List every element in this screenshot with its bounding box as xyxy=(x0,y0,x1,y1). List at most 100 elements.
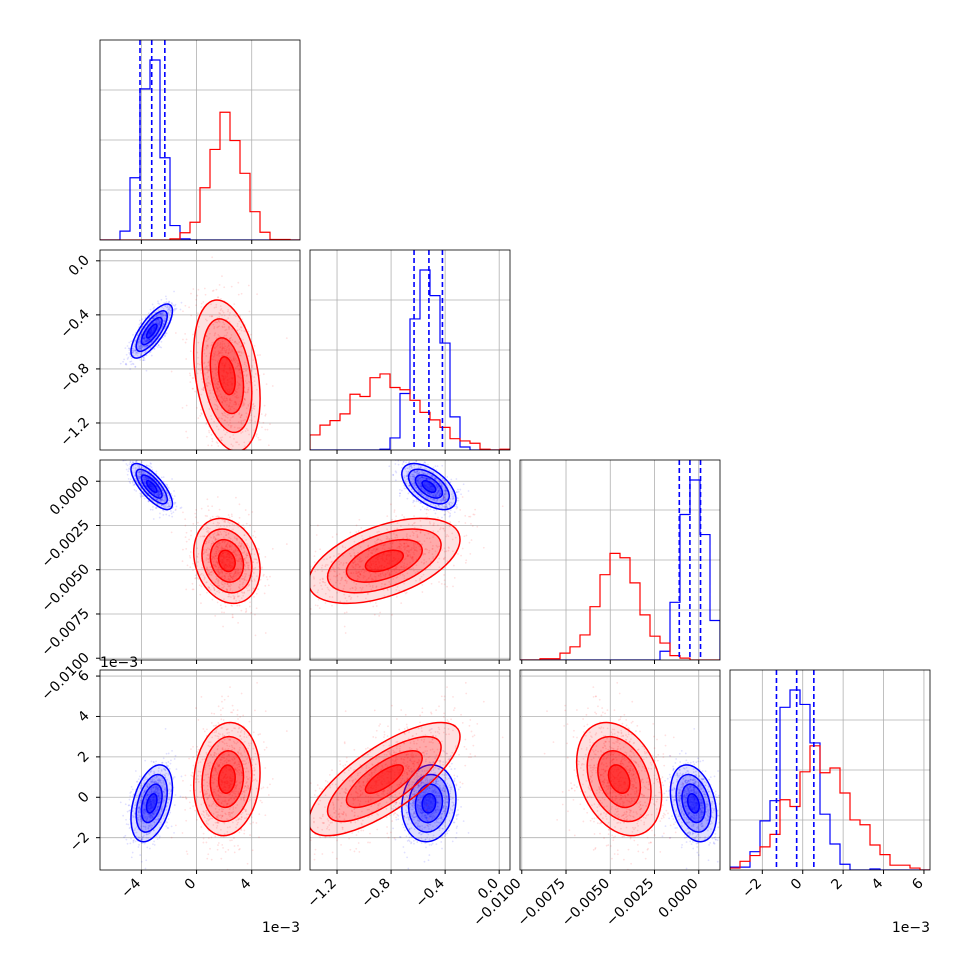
sample-point-red xyxy=(242,524,244,526)
panel-1-1 xyxy=(310,250,510,450)
sample-point-blue xyxy=(402,463,404,465)
sample-point-red xyxy=(269,423,271,425)
sample-point-blue xyxy=(125,463,127,465)
sample-point-blue xyxy=(141,318,143,320)
sample-point-blue xyxy=(131,357,133,359)
sample-point-red xyxy=(201,586,203,588)
sample-point-red xyxy=(236,605,238,607)
sample-point-red xyxy=(192,523,194,525)
sample-point-blue xyxy=(388,465,390,467)
sample-point-red xyxy=(238,294,240,296)
sample-point-blue xyxy=(407,493,409,495)
sample-point-red xyxy=(264,593,266,595)
sample-point-red xyxy=(192,563,194,565)
sample-point-red xyxy=(336,533,338,535)
sample-point-red xyxy=(253,596,255,598)
sample-point-blue xyxy=(427,464,429,466)
sample-point-red xyxy=(229,517,231,519)
sample-point-blue xyxy=(159,513,161,515)
sample-point-blue xyxy=(420,509,422,511)
sample-point-red xyxy=(255,634,257,636)
sample-point-red xyxy=(251,511,253,513)
sample-point-blue xyxy=(135,490,137,492)
sample-point-red xyxy=(217,602,219,604)
sample-point-blue xyxy=(459,489,461,491)
sample-point-red xyxy=(206,498,208,500)
sample-point-red xyxy=(201,306,203,308)
sample-point-red xyxy=(210,517,212,519)
sample-point-red xyxy=(318,599,320,601)
sample-point-red xyxy=(476,526,478,528)
sample-point-red xyxy=(286,543,288,545)
sample-point-red xyxy=(260,579,262,581)
sample-point-blue xyxy=(150,509,152,511)
panel-2-0 xyxy=(100,453,300,660)
sample-point-red xyxy=(264,405,266,407)
sample-point-blue xyxy=(456,504,458,506)
sample-point-red xyxy=(239,484,241,486)
sample-point-blue xyxy=(124,456,126,458)
sample-point-red xyxy=(241,293,243,295)
sample-point-blue xyxy=(450,509,452,511)
sample-point-red xyxy=(395,515,397,517)
sample-point-red xyxy=(200,409,202,411)
sample-point-blue xyxy=(399,489,401,491)
sample-point-blue xyxy=(450,479,452,481)
sample-point-blue xyxy=(176,506,178,508)
sample-point-red xyxy=(193,377,195,379)
sample-point-blue xyxy=(123,358,125,360)
sample-point-blue xyxy=(175,308,177,310)
sample-point-blue xyxy=(446,476,448,478)
sample-point-blue xyxy=(163,476,165,478)
sample-point-blue xyxy=(171,513,173,515)
sample-point-red xyxy=(268,444,270,446)
sample-point-red xyxy=(376,605,378,607)
sample-point-blue xyxy=(456,491,458,493)
sample-point-red xyxy=(190,293,192,295)
sample-point-red xyxy=(266,576,268,578)
sample-point-blue xyxy=(133,363,135,365)
sample-point-red xyxy=(221,275,223,277)
sample-point-red xyxy=(239,503,241,505)
sample-point-blue xyxy=(140,495,142,497)
sample-point-red xyxy=(211,434,213,436)
sample-point-red xyxy=(182,407,184,409)
sample-point-blue xyxy=(165,295,167,297)
sample-point-blue xyxy=(157,346,159,348)
sample-point-red xyxy=(263,373,265,375)
sample-point-red xyxy=(196,295,198,297)
sample-point-red xyxy=(252,535,254,537)
sample-point-blue xyxy=(180,309,182,311)
sample-point-red xyxy=(238,456,240,458)
sample-point-red xyxy=(443,497,445,499)
sample-point-blue xyxy=(165,514,167,516)
sample-point-blue xyxy=(394,463,396,465)
sample-point-blue xyxy=(151,466,153,468)
sample-point-blue xyxy=(134,489,136,491)
sample-point-red xyxy=(264,585,266,587)
sample-point-red xyxy=(206,456,208,458)
sample-point-red xyxy=(426,513,428,515)
sample-point-red xyxy=(211,445,213,447)
sample-point-red xyxy=(195,299,197,301)
sample-point-red xyxy=(190,350,192,352)
sample-point-blue xyxy=(130,478,132,480)
sample-point-red xyxy=(185,536,187,538)
sample-point-red xyxy=(187,564,189,566)
sample-point-red xyxy=(250,452,252,454)
sample-point-blue xyxy=(166,301,168,303)
sample-point-blue xyxy=(146,370,148,372)
sample-point-red xyxy=(257,588,259,590)
sample-point-red xyxy=(185,548,187,550)
sample-point-blue xyxy=(433,467,435,469)
sample-point-blue xyxy=(144,498,146,500)
sample-point-red xyxy=(349,532,351,534)
sample-point-blue xyxy=(403,461,405,463)
sample-point-blue xyxy=(401,453,403,455)
sample-point-red xyxy=(212,290,214,292)
sample-point-red xyxy=(391,614,393,616)
sample-point-blue xyxy=(441,465,443,467)
sample-point-blue xyxy=(173,490,175,492)
sample-point-red xyxy=(249,601,251,603)
sample-point-blue xyxy=(132,334,134,336)
